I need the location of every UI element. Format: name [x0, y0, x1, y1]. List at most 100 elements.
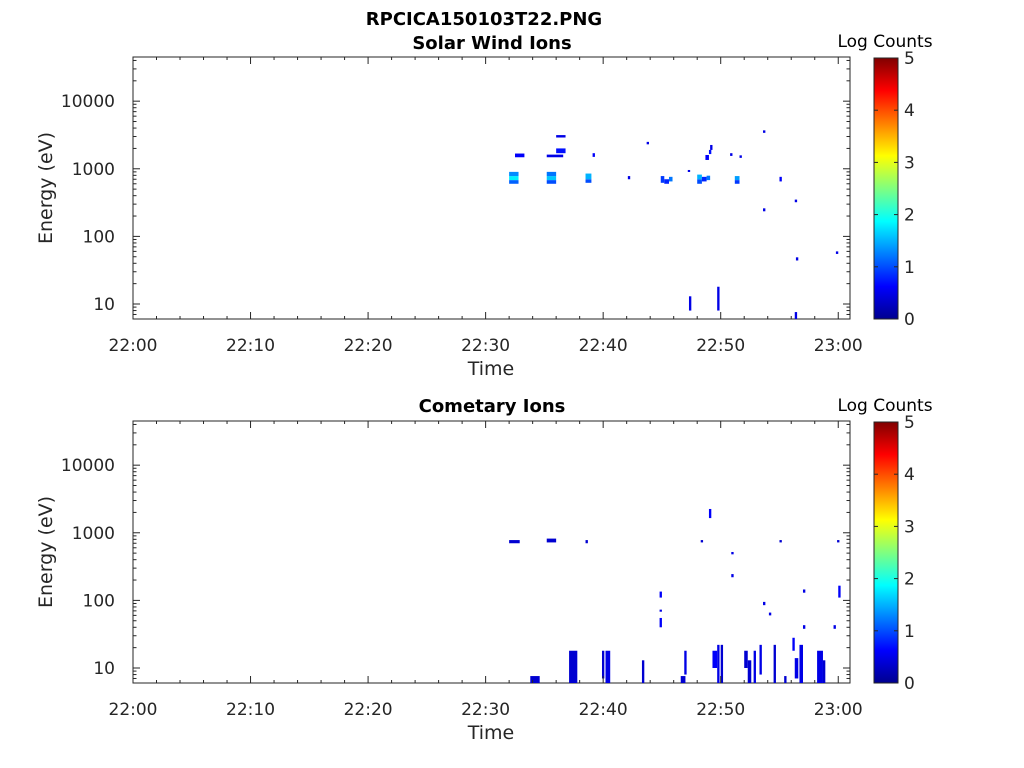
cometary-title: Cometary Ions	[419, 396, 566, 417]
cometary-cell-1	[546, 538, 557, 543]
cometary-cell-7	[641, 660, 645, 683]
solar-wind-x-tick-label-2: 22:20	[344, 336, 393, 356]
solar-wind-cell-6	[546, 171, 557, 177]
solar-wind-cell-31	[739, 155, 742, 158]
solar-wind-x-ticks: 22:00 22:10 22:20 22:30 22:40 22:50 23:00	[109, 57, 863, 356]
solar-wind-cell-11	[585, 173, 592, 180]
cometary-cb-tick-label-4: 4	[904, 465, 915, 485]
solar-wind-cell-19	[688, 296, 692, 311]
solar-wind-axes	[132, 56, 851, 320]
cometary-cell-19	[731, 574, 734, 578]
solar-wind-y-tick-label-0: 10	[93, 295, 115, 315]
solar-wind-cell-21	[697, 174, 702, 180]
solar-wind-x-tick-label-4: 22:40	[579, 336, 628, 356]
cometary-cells	[509, 508, 841, 683]
cometary-y-tick-label-0: 10	[93, 659, 115, 679]
solar-wind-cell-8	[556, 148, 566, 154]
solar-wind-cell-36	[795, 257, 799, 261]
solar-wind-cell-23	[706, 175, 711, 181]
solar-wind-cb-tick-label-0: 0	[904, 310, 915, 330]
solar-wind-x-tick-label-0: 22:00	[109, 336, 158, 356]
cometary-cell-36	[833, 625, 836, 629]
cometary-colorbar-label: Log Counts	[837, 396, 932, 416]
solar-wind-y-label: Energy (eV)	[35, 132, 57, 244]
cometary-cell-13	[700, 540, 704, 543]
cometary-cell-5	[601, 650, 605, 679]
cometary-y-tick-label-1: 100	[83, 591, 115, 611]
cometary-y-tick-label-3: 10000	[61, 456, 115, 476]
solar-wind-cb-tick-label-3: 3	[904, 153, 915, 173]
solar-wind-cell-20	[697, 179, 702, 184]
solar-wind-cell-16	[664, 179, 669, 184]
cometary-x-tick-label-0: 22:00	[109, 700, 158, 720]
cometary-cell-6	[605, 650, 611, 683]
solar-wind-cells	[509, 130, 839, 319]
solar-wind-cell-0	[509, 180, 519, 184]
figure-title: RPCICA150103T22.PNG	[366, 9, 602, 30]
cometary-cb-tick-label-1: 1	[904, 622, 915, 642]
cometary-x-tick-label-3: 22:30	[461, 700, 510, 720]
cometary-colorbar	[873, 421, 899, 684]
cometary-cell-22	[753, 650, 756, 683]
solar-wind-cell-30	[734, 176, 740, 181]
cometary-cell-26	[773, 644, 776, 683]
solar-wind-cell-37	[794, 312, 798, 319]
cometary-cell-20	[744, 650, 748, 668]
solar-wind-x-tick-label-5: 22:50	[696, 336, 745, 356]
solar-wind-cell-27	[717, 286, 720, 311]
cometary-cell-14	[708, 508, 712, 519]
cometary-cell-31	[799, 644, 803, 683]
cometary-cb-tick-label-5: 5	[904, 413, 915, 433]
cometary-cell-9	[659, 609, 662, 612]
solar-wind-cb-tick-label-1: 1	[904, 258, 915, 278]
cometary-cb-tick-label-0: 0	[904, 674, 915, 694]
solar-wind-y-tick-label-2: 1000	[72, 160, 115, 180]
solar-wind-cell-24	[705, 154, 709, 160]
solar-wind-cell-7	[546, 154, 564, 158]
solar-wind-cell-15	[660, 176, 665, 183]
solar-wind-cell-4	[546, 180, 557, 184]
solar-wind-cell-32	[763, 130, 766, 133]
solar-wind-colorbar-ticks: 0 1 2 3 4 5	[874, 49, 915, 330]
cometary-x-tick-label-1: 22:10	[226, 700, 275, 720]
solar-wind-cell-5	[546, 176, 557, 181]
cometary-cell-17	[720, 644, 724, 683]
cometary-x-label: Time	[467, 722, 515, 744]
cometary-cell-23	[759, 644, 762, 675]
solar-wind-cell-25	[708, 149, 712, 155]
solar-wind-cell-22	[701, 176, 707, 182]
solar-wind-cell-26	[710, 144, 713, 150]
solar-wind-x-label: Time	[467, 358, 515, 380]
cometary-y-tick-label-2: 1000	[72, 524, 115, 544]
cometary-cb-tick-label-3: 3	[904, 517, 915, 537]
cometary-cell-15	[712, 650, 718, 668]
cometary-cell-3	[530, 676, 540, 683]
cometary-cell-34	[817, 650, 823, 683]
cometary-x-tick-label-6: 23:00	[814, 700, 863, 720]
solar-wind-y-ticks: 10 100 1000 10000	[61, 59, 850, 320]
cometary-cell-25	[768, 612, 772, 616]
cometary-cell-18	[731, 551, 734, 555]
cometary-cell-11	[680, 676, 686, 683]
cometary-colorbar-ticks: 0 1 2 3 4 5	[874, 413, 915, 694]
solar-wind-colorbar	[873, 57, 899, 320]
cometary-cell-12	[684, 650, 687, 675]
solar-wind-cell-35	[794, 199, 798, 203]
solar-wind-cell-28	[730, 153, 733, 156]
solar-wind-cell-14	[646, 141, 649, 145]
cometary-cell-32	[802, 589, 806, 593]
solar-wind-cell-17	[668, 176, 673, 182]
cometary-cell-33	[802, 625, 806, 629]
solar-wind-colorbar-label: Log Counts	[837, 32, 932, 52]
solar-wind-cb-tick-label-2: 2	[904, 206, 915, 226]
cometary-axes	[132, 420, 851, 684]
cometary-cell-10	[659, 591, 662, 598]
cometary-cell-28	[784, 676, 787, 683]
cometary-x-ticks: 22:00 22:10 22:20 22:30 22:40 22:50 23:00	[109, 421, 863, 720]
solar-wind-cb-tick-label-5: 5	[904, 49, 915, 69]
solar-wind-cell-33	[763, 208, 766, 212]
cometary-cell-16	[717, 644, 720, 683]
cometary-cb-tick-label-2: 2	[904, 570, 915, 590]
cometary-x-tick-label-2: 22:20	[344, 700, 393, 720]
